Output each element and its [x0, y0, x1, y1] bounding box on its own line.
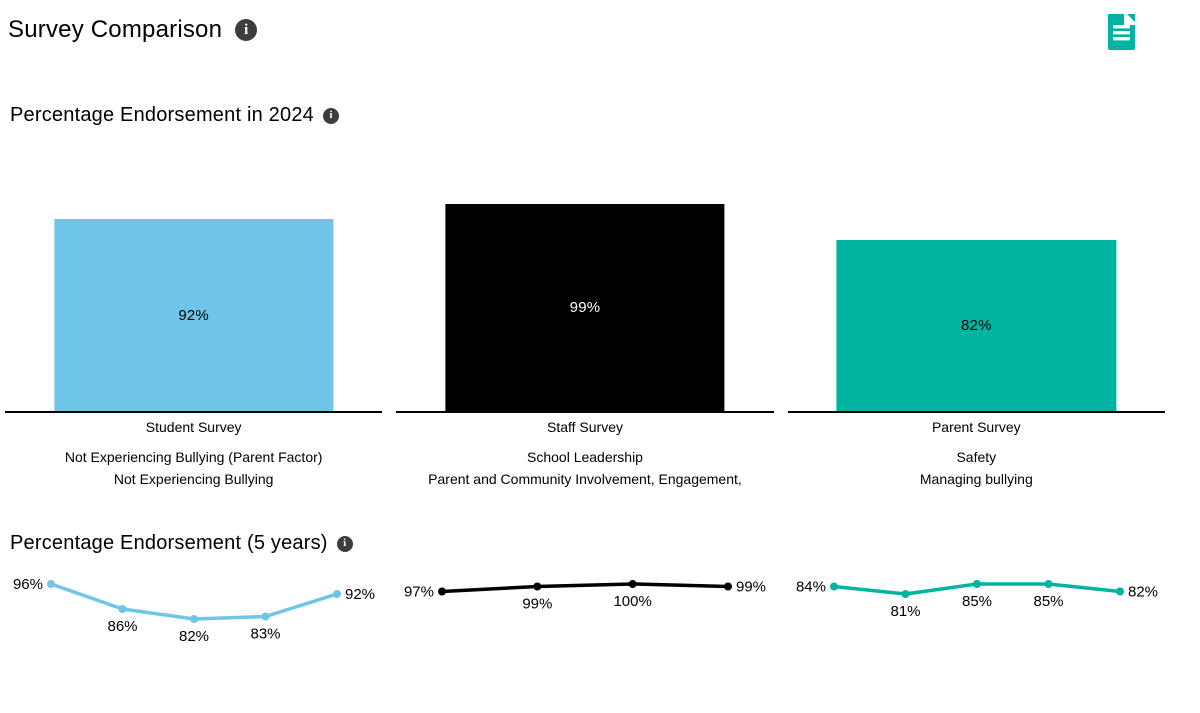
- measure-label: Managing bullying: [919, 471, 1033, 487]
- measure-list: Safety Managing bullying: [788, 446, 1165, 490]
- point-value-label: 99%: [523, 596, 553, 613]
- lines-section-heading: Percentage Endorsement (5 years) i: [10, 532, 353, 555]
- bar-plot-area: 92%: [5, 196, 382, 411]
- point-value-label: 100%: [614, 593, 652, 610]
- point-value-label: 81%: [890, 603, 920, 620]
- x-axis-line: [787, 411, 1165, 413]
- data-point[interactable]: [1044, 580, 1053, 588]
- bar-charts-row: 92% Student Survey Not Experiencing Bullyi…: [5, 196, 1165, 490]
- point-value-label: 85%: [962, 593, 992, 610]
- data-point[interactable]: [901, 590, 910, 598]
- measure-list: School Leadership Parent and Community In…: [396, 446, 773, 490]
- bar-chart-student-survey: 92% Student Survey Not Experiencing Bullyi…: [5, 196, 383, 490]
- bar-plot-area: 99%: [396, 196, 773, 411]
- info-icon[interactable]: i: [322, 107, 339, 124]
- line-chart-student-survey: 96% 86% 82% 83% 92%: [5, 566, 382, 656]
- lines-heading-text: Percentage Endorsement (5 years): [10, 532, 328, 554]
- data-point[interactable]: [438, 587, 447, 596]
- bar-value-label: 99%: [569, 299, 601, 316]
- info-icon[interactable]: i: [235, 19, 258, 41]
- trend-line: [49, 582, 339, 621]
- point-value-label: 82%: [1128, 584, 1158, 601]
- line-charts-row: 96% 86% 82% 83% 92% 97% 99% 100% 99% 84% 81% 85% 85%…: [5, 566, 1165, 656]
- data-point[interactable]: [972, 580, 981, 588]
- survey-name-label: Staff Survey: [546, 419, 623, 435]
- sparkline-staff-survey: 97% 99% 100% 99%: [404, 579, 766, 613]
- x-axis-line: [396, 411, 774, 413]
- bars-section-heading: Percentage Endorsement in 2024 i: [10, 104, 339, 127]
- survey-name-label: Student Survey: [145, 419, 242, 435]
- point-value-label: 85%: [1033, 593, 1063, 610]
- bars-heading-text: Percentage Endorsement in 2024: [10, 104, 314, 126]
- data-point[interactable]: [190, 615, 198, 623]
- point-value-label: 92%: [345, 586, 375, 603]
- data-point[interactable]: [261, 612, 270, 621]
- bar-value-label: 92%: [178, 306, 209, 324]
- bar-plot-area: 82%: [788, 196, 1165, 411]
- point-value-label: 96%: [13, 576, 43, 593]
- point-value-label: 86%: [107, 618, 137, 635]
- bar-chart-staff-survey: 99% Staff Survey School Leadership Parent a…: [396, 196, 774, 490]
- x-axis-line: [5, 411, 383, 413]
- measure-label: School Leadership: [527, 449, 643, 465]
- measure-label: Not Experiencing Bullying: [113, 471, 274, 487]
- page-title: Survey Comparison: [8, 16, 223, 43]
- point-value-label: 83%: [250, 626, 280, 643]
- bar-staff-survey[interactable]: 99%: [445, 204, 725, 411]
- measure-label: Safety: [956, 449, 997, 465]
- measure-list: Not Experiencing Bullying (Parent Factor…: [5, 446, 382, 490]
- bar-parent-survey[interactable]: 82%: [836, 240, 1116, 411]
- data-point[interactable]: [628, 580, 637, 588]
- line-chart-staff-survey: 97% 99% 100% 99%: [396, 566, 773, 656]
- data-point[interactable]: [829, 582, 838, 591]
- point-value-label: 99%: [736, 579, 766, 596]
- bar-student-survey[interactable]: 92%: [54, 219, 334, 411]
- data-point[interactable]: [724, 582, 733, 591]
- data-point[interactable]: [533, 582, 542, 591]
- trend-line: [440, 582, 731, 594]
- line-chart-parent-survey: 84% 81% 85% 85% 82%: [788, 566, 1165, 656]
- data-point[interactable]: [1115, 587, 1124, 596]
- data-point[interactable]: [47, 580, 55, 588]
- info-icon[interactable]: i: [336, 535, 353, 552]
- bar-chart-parent-survey: 82% Parent Survey Safety Managing bullying: [787, 196, 1165, 490]
- sparkline-parent-survey: 84% 81% 85% 85% 82%: [796, 579, 1158, 621]
- point-value-label: 84%: [796, 579, 826, 596]
- point-value-label: 82%: [179, 628, 209, 645]
- data-point[interactable]: [118, 605, 127, 613]
- sparkline-student-survey: 96% 86% 82% 83% 92%: [13, 576, 375, 645]
- bar-value-label: 82%: [961, 317, 992, 334]
- measure-label: Not Experiencing Bullying (Parent Factor…: [64, 449, 323, 465]
- survey-name-label: Parent Survey: [931, 419, 1021, 435]
- measure-label: Parent and Community Involvement, Engage…: [428, 471, 742, 487]
- point-value-label: 97%: [404, 584, 434, 601]
- report-document-icon[interactable]: [1102, 10, 1140, 54]
- data-point[interactable]: [333, 590, 341, 598]
- title-row: Survey Comparison i: [8, 16, 258, 44]
